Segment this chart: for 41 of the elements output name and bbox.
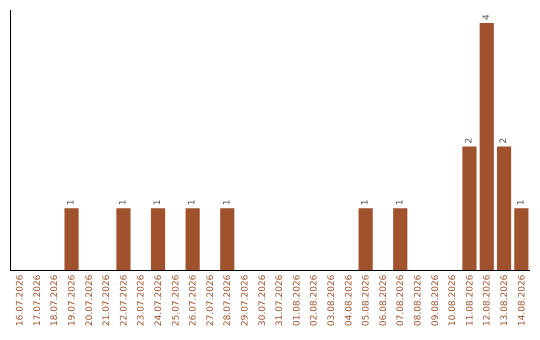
- x-tick-label: 28.07.2026: [223, 274, 234, 326]
- data-label: 1: [222, 200, 232, 206]
- x-tick-label: 11.08.2026: [465, 274, 476, 326]
- x-tick-label: 20.07.2026: [84, 274, 95, 326]
- x-tick-label: 27.07.2026: [206, 274, 216, 326]
- data-label: 1: [516, 200, 526, 206]
- x-tick-label: 25.07.2026: [171, 274, 182, 326]
- x-tick-label: 19.07.2026: [67, 274, 78, 326]
- x-tick-label: 09.08.2026: [430, 274, 441, 326]
- x-tick-label: 01.08.2026: [292, 274, 302, 326]
- data-label: 1: [360, 200, 371, 206]
- x-tick-label: 03.08.2026: [326, 274, 337, 326]
- x-tick-label: 16.07.2026: [16, 274, 26, 326]
- x-tick-label: 31.07.2026: [275, 274, 286, 326]
- x-tick-label: 18.07.2026: [50, 274, 60, 326]
- x-tick-label: 22.07.2026: [119, 274, 130, 326]
- x-tick-label: 14.08.2026: [517, 274, 528, 326]
- x-tick-label: 05.08.2026: [362, 274, 372, 326]
- data-label: 2: [499, 138, 510, 144]
- x-tick-label: 13.08.2026: [500, 274, 510, 326]
- data-label: 1: [188, 200, 198, 206]
- data-label: 1: [118, 200, 128, 206]
- data-label: 1: [153, 200, 164, 206]
- x-tick-label: 29.07.2026: [240, 274, 250, 326]
- x-tick-label: 21.07.2026: [102, 274, 112, 326]
- x-tick-label: 12.08.2026: [482, 274, 493, 326]
- x-tick-label: 07.08.2026: [396, 274, 406, 326]
- data-label: 4: [482, 14, 492, 20]
- x-tick-label: 08.08.2026: [413, 274, 424, 326]
- x-tick-label: 26.07.2026: [188, 274, 199, 326]
- data-label: 1: [66, 200, 77, 206]
- x-tick-label: 30.07.2026: [258, 274, 268, 326]
- x-tick-label: 23.07.2026: [136, 274, 147, 326]
- data-label: 2: [464, 138, 474, 144]
- data-label: 1: [395, 200, 406, 206]
- x-tick-label: 06.08.2026: [378, 274, 389, 326]
- x-tick-label: 04.08.2026: [344, 274, 354, 326]
- x-tick-label: 24.07.2026: [154, 274, 164, 326]
- x-tick-label: 17.07.2026: [32, 274, 43, 326]
- x-tick-label: 10.08.2026: [448, 274, 458, 326]
- x-tick-label: 02.08.2026: [310, 274, 320, 326]
